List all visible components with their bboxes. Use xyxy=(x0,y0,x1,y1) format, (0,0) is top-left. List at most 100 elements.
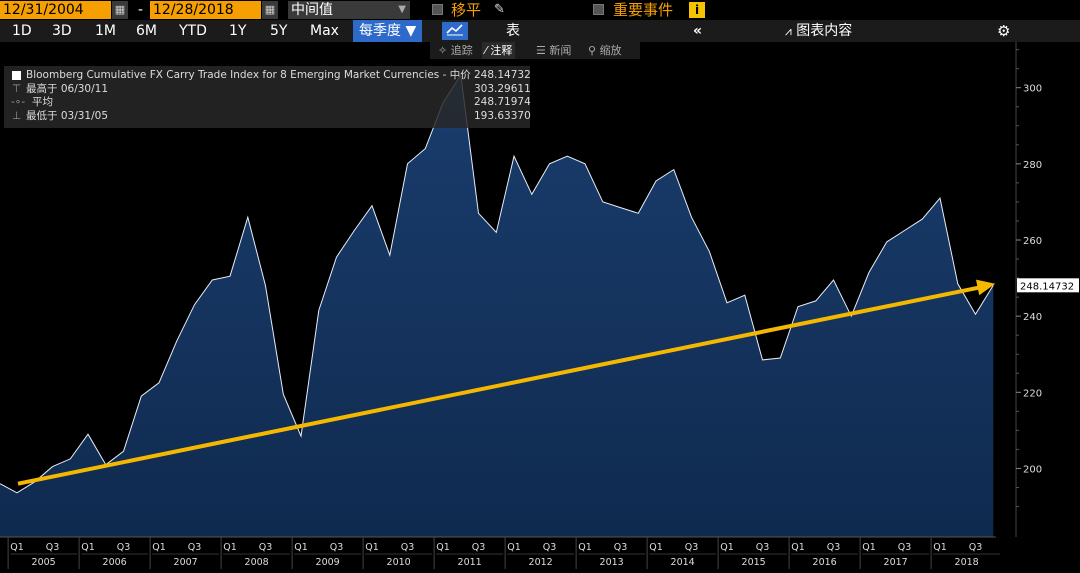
avg-marker-icon: -∘- xyxy=(11,96,26,108)
x-year-label: 2014 xyxy=(671,557,695,568)
x-year-label: 2013 xyxy=(600,557,624,568)
period-1d-button[interactable]: 1D xyxy=(12,23,32,39)
field-select-value: 中间值 xyxy=(291,2,333,18)
series-area xyxy=(0,75,994,537)
legend-series-name: Bloomberg Cumulative FX Carry Trade Inde… xyxy=(26,69,471,81)
moving-avg-label: 移平 xyxy=(451,1,482,19)
annotate-button[interactable]: ⁄ 注释 xyxy=(482,42,516,59)
x-quarter-label: Q1 xyxy=(507,542,521,553)
x-year-label: 2016 xyxy=(813,557,837,568)
line-chart-icon xyxy=(446,24,463,36)
news-icon: ☰ xyxy=(536,44,546,57)
pencil-icon[interactable]: ✎ xyxy=(494,2,505,17)
date-separator: - xyxy=(138,2,144,18)
legend-avg-label: 平均 xyxy=(32,96,53,108)
legend-series-value: 248.14732 xyxy=(474,69,531,81)
last-value-label: 248.14732 xyxy=(1020,281,1074,292)
chart-content-button[interactable]: ⩘ 图表内容 xyxy=(785,20,852,42)
y-tick-label: 300 xyxy=(1023,84,1042,95)
x-quarter-label: Q3 xyxy=(117,542,131,553)
x-quarter-label: Q1 xyxy=(933,542,947,553)
chevron-down-icon: ▼ xyxy=(398,4,406,15)
end-date-input[interactable]: 12/28/2018 xyxy=(150,1,261,19)
x-year-label: 2009 xyxy=(316,557,340,568)
x-year-label: 2018 xyxy=(955,557,979,568)
legend-high-value: 303.29611 xyxy=(474,83,531,95)
collapse-icon[interactable]: « xyxy=(693,23,703,39)
crosshair-icon: ✧ xyxy=(438,44,448,57)
chart-tools-bar: ✧ 追踪 ⁄ 注释 ☰ 新闻 ⚲ 缩放 xyxy=(430,42,640,59)
moving-avg-checkbox[interactable] xyxy=(432,4,443,15)
track-button[interactable]: ✧ 追踪 xyxy=(438,42,473,59)
start-calendar-icon[interactable]: ▦ xyxy=(112,1,128,19)
trend-line xyxy=(17,284,986,486)
series-line xyxy=(0,73,994,494)
zoom-button[interactable]: ⚲ 缩放 xyxy=(588,42,622,59)
events-checkbox[interactable] xyxy=(593,4,604,15)
table-view-button[interactable]: 表 xyxy=(506,23,520,39)
zoom-label: 缩放 xyxy=(599,44,622,57)
x-quarter-label: Q3 xyxy=(827,542,841,553)
events-label: 重要事件 xyxy=(613,1,674,19)
y-tick-label: 240 xyxy=(1023,312,1042,323)
end-calendar-icon[interactable]: ▦ xyxy=(262,1,278,19)
start-date-input[interactable]: 12/31/2004 xyxy=(0,1,111,19)
frequency-dropdown[interactable]: 每季度 ▼ xyxy=(353,20,423,42)
chart-legend: Bloomberg Cumulative FX Carry Trade Inde… xyxy=(4,66,531,128)
x-quarter-label: Q1 xyxy=(223,542,237,553)
x-quarter-label: Q3 xyxy=(614,542,628,553)
x-year-label: 2010 xyxy=(387,557,411,568)
news-button[interactable]: ☰ 新闻 xyxy=(536,42,571,59)
trend-arrowhead xyxy=(976,279,996,296)
period-5y-button[interactable]: 5Y xyxy=(270,23,288,39)
x-year-label: 2007 xyxy=(174,557,198,568)
period-6m-button[interactable]: 6M xyxy=(136,23,157,39)
period-navbar: 1D 3D 1M 6M YTD 1Y 5Y Max 每季度 ▼ 表 « ⩘ 图表… xyxy=(0,20,1080,42)
pen-icon: ⁄ xyxy=(485,44,487,57)
x-axis-strip xyxy=(0,537,1080,569)
x-year-label: 2011 xyxy=(458,557,482,568)
x-year-label: 2006 xyxy=(103,557,127,568)
period-3d-button[interactable]: 3D xyxy=(52,23,72,39)
x-quarter-label: Q1 xyxy=(436,542,450,553)
x-quarter-label: Q1 xyxy=(578,542,592,553)
gear-icon[interactable]: ⚙ xyxy=(997,22,1011,40)
chart-type-button[interactable] xyxy=(442,22,468,40)
x-quarter-label: Q1 xyxy=(862,542,876,553)
x-quarter-label: Q3 xyxy=(401,542,415,553)
y-tick-label: 260 xyxy=(1023,236,1042,247)
news-label: 新闻 xyxy=(549,44,572,57)
x-quarter-label: Q3 xyxy=(188,542,202,553)
x-quarter-label: Q3 xyxy=(259,542,273,553)
x-year-label: 2015 xyxy=(742,557,766,568)
y-tick-label: 280 xyxy=(1023,160,1042,171)
x-quarter-label: Q1 xyxy=(10,542,24,553)
legend-avg-value: 248.71974 xyxy=(474,96,531,108)
series-swatch xyxy=(12,71,21,80)
chart-content-label: 图表内容 xyxy=(796,23,853,39)
x-quarter-label: Q3 xyxy=(898,542,912,553)
x-quarter-label: Q1 xyxy=(81,542,95,553)
legend-low-value: 193.63370 xyxy=(474,110,531,122)
x-quarter-label: Q1 xyxy=(365,542,379,553)
period-max-button[interactable]: Max xyxy=(310,23,339,39)
y-tick-label: 200 xyxy=(1023,464,1042,475)
low-marker-icon: ⊥ xyxy=(12,110,22,122)
period-1y-button[interactable]: 1Y xyxy=(229,23,247,39)
high-marker-icon: ⊤ xyxy=(12,83,22,95)
x-quarter-label: Q3 xyxy=(969,542,983,553)
chart-content-icon: ⩘ xyxy=(785,24,792,38)
x-year-label: 2012 xyxy=(529,557,553,568)
info-icon[interactable]: i xyxy=(689,2,705,18)
x-quarter-label: Q3 xyxy=(46,542,60,553)
magnifier-icon: ⚲ xyxy=(588,44,597,57)
x-quarter-label: Q1 xyxy=(294,542,308,553)
legend-high-label: 最高于 06/30/11 xyxy=(26,83,108,95)
x-quarter-label: Q1 xyxy=(152,542,166,553)
x-year-label: 2005 xyxy=(32,557,56,568)
field-select[interactable]: 中间值 ▼ xyxy=(288,1,410,19)
period-ytd-button[interactable]: YTD xyxy=(179,23,207,39)
x-quarter-label: Q3 xyxy=(543,542,557,553)
x-quarter-label: Q3 xyxy=(472,542,486,553)
period-1m-button[interactable]: 1M xyxy=(95,23,116,39)
